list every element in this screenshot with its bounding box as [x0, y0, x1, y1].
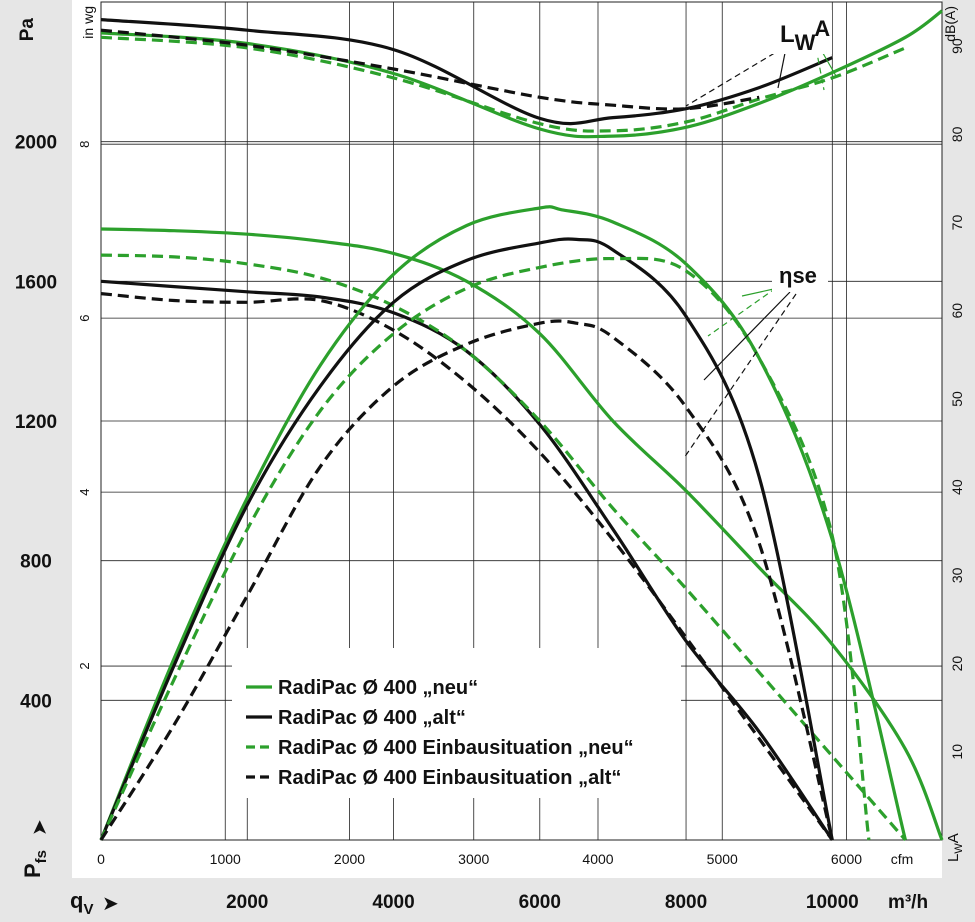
db-tick-8: 90 [949, 38, 965, 54]
right-axis-unit-dba: dB(A) [942, 6, 958, 42]
left-axis-band [0, 0, 72, 922]
eta-label-bg [772, 258, 828, 292]
curves [99, 9, 944, 842]
series-line-9 [100, 18, 833, 126]
cfm-unit-label: cfm [891, 851, 914, 867]
series-line-3 [100, 292, 834, 841]
cfm-tick-labels: 0 1000 2000 3000 4000 5000 6000 [97, 851, 862, 867]
legend: RadiPac Ø 400 „neu“ RadiPac Ø 400 „alt“ … [232, 648, 681, 798]
pa-tick-1: 800 [20, 552, 52, 573]
leader-line-2 [815, 47, 825, 91]
cfm-tick-6: 6000 [831, 851, 862, 867]
series-line-5 [99, 237, 834, 841]
series-line-4 [99, 205, 907, 841]
legend-label-1: RadiPac Ø 400 „alt“ [278, 707, 466, 729]
pfs-symbol: P [20, 863, 45, 878]
inwg-tick-1: 4 [77, 488, 92, 495]
qv-arrow: ➤ [102, 891, 119, 915]
annotation-leaders [683, 47, 837, 459]
left-axis-symbol: Pfs [20, 850, 50, 878]
series-line-7 [99, 319, 834, 841]
inwg-tick-0: 2 [77, 662, 92, 669]
inwg-tick-3: 8 [77, 141, 92, 148]
series-line-6 [99, 256, 871, 841]
pa-tick-3: 1600 [15, 272, 57, 293]
lwa-annotation-w: W [795, 30, 816, 55]
cfm-tick-1: 1000 [210, 851, 241, 867]
m3h-tick-labels: 2000 4000 6000 8000 10000 [226, 892, 859, 913]
cfm-tick-2: 2000 [334, 851, 365, 867]
series-line-10 [100, 35, 907, 133]
series-line-0 [100, 227, 944, 841]
plot-frame [100, 1, 943, 841]
db-tick-1: 20 [949, 656, 965, 672]
db-tick-labels: 10 20 30 40 50 60 70 80 90 [949, 38, 965, 759]
qv-symbol-sub: V [83, 901, 93, 918]
m3h-tick-4: 10000 [806, 892, 859, 913]
db-tick-3: 40 [949, 479, 965, 495]
pa-tick-4: 2000 [15, 133, 57, 154]
left-axis-unit-pa: Pa [17, 18, 38, 42]
qv-symbol-q: q [70, 888, 83, 913]
series-line-2 [100, 253, 907, 842]
leader-line-4 [707, 287, 777, 337]
db-tick-5: 60 [949, 303, 965, 319]
eta-annotation: ηse [779, 263, 817, 288]
db-tick-6: 70 [949, 215, 965, 231]
m3h-tick-0: 2000 [226, 892, 268, 913]
m3h-tick-3: 8000 [665, 892, 707, 913]
qv-symbol: qV [70, 888, 93, 918]
cfm-tick-5: 5000 [707, 851, 738, 867]
lwa-annotation: LWA [780, 16, 830, 55]
m3h-tick-1: 4000 [372, 892, 414, 913]
series-line-11 [100, 28, 760, 111]
legend-label-3: RadiPac Ø 400 Einbausituation „alt“ [278, 767, 621, 789]
cfm-tick-4: 4000 [582, 851, 613, 867]
inwg-tick-2: 6 [77, 315, 92, 322]
cfm-tick-0: 0 [97, 851, 105, 867]
bottom-axis-band [0, 878, 975, 922]
svg-text:LWA: LWA [945, 833, 965, 862]
inwg-tick-labels: 2 4 6 8 [77, 141, 92, 670]
leader-line-1 [777, 47, 787, 89]
lwa-axis-a: A [945, 833, 962, 843]
db-tick-2: 30 [949, 567, 965, 583]
right-axis-band [942, 0, 975, 922]
legend-label-2: RadiPac Ø 400 Einbausituation „neu“ [278, 737, 634, 759]
leader-line-7 [683, 293, 797, 459]
left-axis-unit-inwg: in wg [80, 6, 96, 39]
m3h-tick-2: 6000 [519, 892, 561, 913]
lwa-label-bg [772, 10, 832, 54]
pa-tick-labels: 400 800 1200 1600 2000 [15, 133, 57, 713]
lwa-axis-w: W [953, 843, 965, 854]
svg-text:Pfs: Pfs [20, 850, 50, 878]
pa-tick-2: 1200 [15, 412, 57, 433]
grid [101, 2, 942, 840]
leader-line-0 [685, 47, 784, 107]
db-tick-4: 50 [949, 391, 965, 407]
db-tick-0: 10 [949, 744, 965, 760]
legend-box [232, 648, 681, 798]
lwa-axis-l: L [945, 854, 962, 862]
m3h-unit-label: m³/h [888, 892, 928, 913]
pfs-subscript: fs [33, 850, 50, 863]
pfs-arrow: ➤ [27, 819, 51, 836]
pa-tick-0: 400 [20, 691, 52, 712]
leader-line-6 [703, 291, 791, 381]
lwa-annotation-a: A [814, 16, 830, 41]
legend-label-0: RadiPac Ø 400 „neu“ [278, 677, 478, 699]
lwa-annotation-l: L [780, 21, 795, 48]
right-axis-symbol: LWA [945, 833, 965, 862]
cfm-tick-3: 3000 [458, 851, 489, 867]
db-tick-7: 80 [949, 126, 965, 142]
